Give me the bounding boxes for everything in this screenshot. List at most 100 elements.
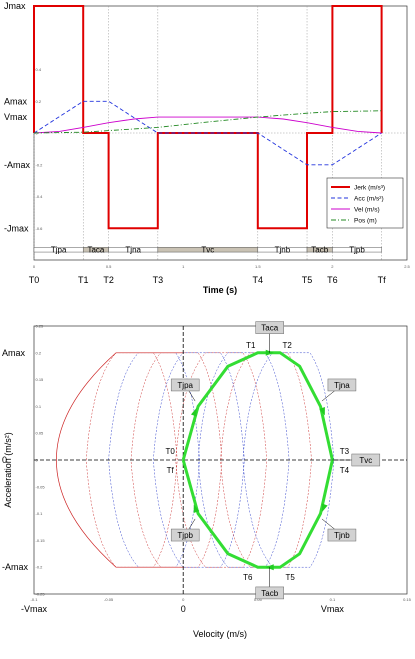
x-tick-label: 0 <box>182 597 185 602</box>
callout-box <box>327 378 357 392</box>
time-mark-labels: T0 T1 T2 T3 T4 T5 T6 Tf <box>29 275 386 285</box>
x-marker-label: 0 <box>181 604 186 614</box>
bottom-x-marker-labels: -Vmax 0 Vmax <box>21 604 344 614</box>
direction-arrow <box>321 503 328 512</box>
callout-box <box>327 528 357 542</box>
phase-callout-label: Tvc <box>359 456 372 465</box>
y-tick-label: 0.05 <box>36 431 45 436</box>
x-tick-label: 1 <box>182 264 185 269</box>
top-y-tick-labels: 0.4 0.2 0 -0.2 -0.4 -0.6 <box>36 67 44 231</box>
point-label: T3 <box>340 447 350 456</box>
y-marker-label: Vmax <box>4 112 28 122</box>
point-labels: T0 Tf T1 T2 T3 T4 T5 T6 <box>166 341 350 582</box>
family-curve <box>175 352 268 568</box>
y-tick-label: -0.25 <box>36 592 46 597</box>
time-mark-label: T3 <box>153 275 164 285</box>
y-tick-label: -0.6 <box>36 226 44 231</box>
phase-callout-label: Tjna <box>334 381 350 390</box>
phase-cell <box>332 247 382 253</box>
point-label: T2 <box>283 341 293 350</box>
y-tick-label: -0.4 <box>36 194 44 199</box>
y-tick-label: 0 <box>36 458 39 463</box>
y-tick-label: 0.2 <box>36 350 42 355</box>
phase-label: Taca <box>87 246 104 255</box>
series-line <box>33 110 382 134</box>
bottom-y-tick-labels: 0.25 0.2 0.15 0.1 0.05 0 -0.05 -0.1 -0.15 -0.2 -0.… <box>36 324 46 597</box>
phase-label: Tacb <box>311 246 328 255</box>
x-tick-label: 2.5 <box>404 264 410 269</box>
top-series <box>33 5 383 230</box>
top-legend: Jerk (m/s³) Acc (m/s²) Vel (m/s) Pos (m) <box>326 177 404 229</box>
x-tick-label: 0.1 <box>330 597 336 602</box>
bottom-y-marker-labels: Amax 0 -Amax <box>2 348 29 572</box>
phase-callout-label: Tjpb <box>177 531 193 540</box>
x-tick-label: 0.15 <box>403 597 412 602</box>
x-tick-label: 0.5 <box>106 264 112 269</box>
phase-callout-label: Taca <box>261 324 278 333</box>
y-tick-label: -0.15 <box>36 538 46 543</box>
point-label: T5 <box>286 573 296 582</box>
x-marker-label: -Vmax <box>21 604 48 614</box>
y-tick-label: -0.1 <box>36 511 44 516</box>
y-tick-label: -0.2 <box>36 162 44 167</box>
x-marker-label: Vmax <box>321 604 345 614</box>
y-tick-label: 0.1 <box>36 404 42 409</box>
phase-label: Tvc <box>201 246 214 255</box>
legend-label: Acc (m/s²) <box>354 195 384 202</box>
bottom-x-tick-labels: -0.1 -0.05 0 0.05 0.1 0.15 <box>31 597 412 602</box>
y-marker-label: -Amax <box>4 160 31 170</box>
x-tick-label: 2 <box>331 264 334 269</box>
y-tick-label: -0.05 <box>36 484 46 489</box>
family-curve <box>85 352 178 568</box>
x-tick-label: 0 <box>33 264 36 269</box>
legend-label: Vel (m/s) <box>354 206 380 213</box>
legend-items: Jerk (m/s³) Acc (m/s²) Vel (m/s) Pos (m) <box>331 184 385 224</box>
y-marker-label: Amax <box>2 348 26 358</box>
x-tick-label: -0.05 <box>104 597 114 602</box>
y-tick-label: -0.2 <box>36 565 44 570</box>
top-x-tick-labels: 0 0.5 1 1.5 2 2.5 <box>33 264 411 269</box>
y-tick-label: 0.15 <box>36 377 45 382</box>
series-line <box>33 100 382 166</box>
x-tick-label: 0.05 <box>254 597 263 602</box>
x-tick-label: 1.5 <box>255 264 261 269</box>
direction-arrow <box>193 504 200 514</box>
time-mark-label: T6 <box>327 275 338 285</box>
y-marker-label: -Amax <box>2 562 29 572</box>
direction-arrow <box>190 408 197 417</box>
callout-box <box>351 453 381 467</box>
time-mark-label: T5 <box>302 275 313 285</box>
phase-bar: Tjpa Taca Tjna Tvc Tjnb Tacb Tjpb <box>33 246 382 255</box>
top-y-marker-labels: Jmax Amax Vmax -Amax -Jmax <box>4 1 31 233</box>
y-marker-label: -Jmax <box>4 223 29 233</box>
legend-label: Jerk (m/s³) <box>354 184 385 191</box>
time-mark-label: T4 <box>253 275 264 285</box>
phase-callout-label: Tjpa <box>177 381 193 390</box>
phase-label: Tjpb <box>349 246 365 255</box>
y-marker-label: Jmax <box>4 1 26 11</box>
phase-label: Tjna <box>125 246 141 255</box>
y-tick-label: 0.4 <box>36 67 42 72</box>
point-label: T0 <box>166 447 176 456</box>
callout-box <box>170 528 200 542</box>
point-label: T6 <box>243 573 253 582</box>
phase-callout-label: Tacb <box>261 589 278 598</box>
bottom-x-axis-label: Velocity (m/s) <box>193 629 247 639</box>
time-mark-label: Tf <box>378 275 386 285</box>
callout-box <box>255 321 284 334</box>
y-marker-label: 0 <box>2 455 7 465</box>
phase-label: Tjpa <box>51 246 67 255</box>
point-label: T1 <box>246 341 256 350</box>
time-mark-label: T0 <box>29 275 40 285</box>
series-line <box>33 116 382 134</box>
callout-box <box>170 378 200 392</box>
phase-label: Tjnb <box>275 246 291 255</box>
top-chart: Tjpa Taca Tjna Tvc Tjnb Tacb Tjpb 0.40.20-0.2-… <box>4 1 411 295</box>
callout-box <box>255 586 284 600</box>
bottom-chart: 0.25 0.2 0.15 0.1 0.05 0 -0.05 -0.1 -0.15 -0.2 -0.… <box>2 321 412 639</box>
time-mark-label: T2 <box>103 275 114 285</box>
y-tick-label: 0.25 <box>36 324 45 329</box>
envelope-curve <box>56 352 184 568</box>
point-label: Tf <box>167 466 175 475</box>
